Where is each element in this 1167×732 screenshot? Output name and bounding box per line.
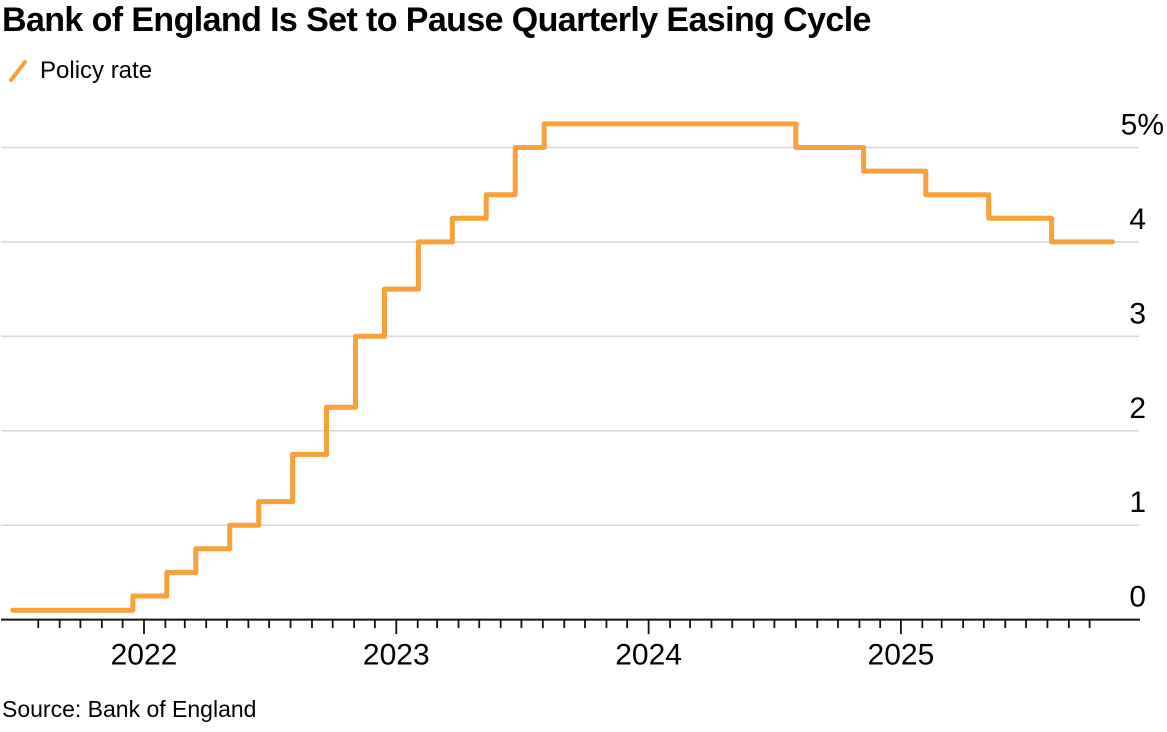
x-axis-year-label: 2022 <box>111 639 178 672</box>
legend-slash-icon <box>9 60 27 82</box>
y-axis-label: 4 <box>1129 203 1146 236</box>
y-axis-label: 2 <box>1129 392 1146 425</box>
legend-label: Policy rate <box>40 57 153 84</box>
y-axis-label: 3 <box>1129 297 1146 330</box>
y-axis-label: 5% <box>1121 109 1164 142</box>
x-axis-year-label: 2025 <box>868 639 935 672</box>
legend-slash-stroke <box>9 60 27 82</box>
legend: Policy rate <box>7 58 152 84</box>
x-axis-year-label: 2023 <box>363 639 430 672</box>
y-axis-label: 1 <box>1129 486 1146 519</box>
y-axis-label: 0 <box>1129 581 1146 614</box>
x-axis-year-label: 2024 <box>615 639 682 672</box>
policy-rate-line <box>10 121 1115 613</box>
chart-title: Bank of England Is Set to Pause Quarterl… <box>2 1 871 39</box>
source-note: Source: Bank of England <box>2 696 257 722</box>
